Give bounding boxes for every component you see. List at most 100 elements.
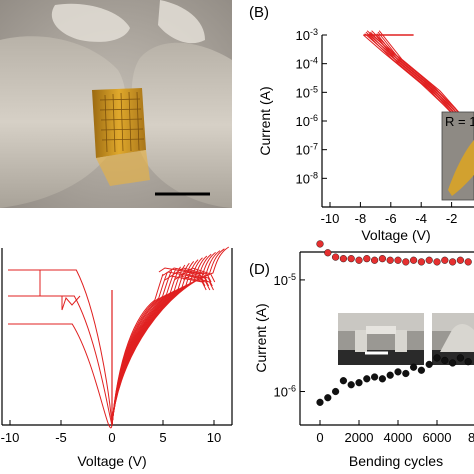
- panel-d-x-label: Bending cycles: [349, 453, 443, 469]
- left-glove: [0, 36, 126, 208]
- panel-c-curve: [164, 275, 207, 291]
- panel-b-y-tick-label: 10-8: [296, 170, 318, 186]
- panel-b-inset: R = 1: [441, 111, 474, 201]
- panel-d-point-black: [394, 368, 402, 376]
- panel-d-point-red: [386, 256, 394, 264]
- panel-c-curve: [170, 271, 210, 287]
- panel-c-curve: [111, 273, 164, 426]
- panel-c-curve: [111, 268, 177, 426]
- panel-d-x-tick-label: 4000: [384, 430, 413, 445]
- panel-d-point-red: [378, 255, 387, 263]
- panel-d-point-black: [386, 371, 394, 379]
- panel-d-point-black: [347, 381, 355, 389]
- panel-c-curve: [111, 272, 168, 426]
- panel-c-curve: [161, 271, 206, 287]
- panel-c-curve: [186, 267, 216, 283]
- panel-d-point-black: [363, 375, 371, 383]
- panel-c-x-tick-label: 0: [108, 430, 115, 445]
- panel-d-point-black: [449, 359, 457, 367]
- panel-d-point-black: [339, 377, 348, 385]
- panel-c-curve: [111, 264, 186, 426]
- panel-d-point-red: [417, 258, 426, 266]
- panel-c-curve: [111, 255, 208, 426]
- panel-d-point-black: [456, 354, 465, 362]
- panel-c-curve: [8, 323, 113, 429]
- panel-d-point-red: [355, 256, 363, 264]
- panel-d-label: (D): [249, 261, 270, 278]
- panel-d-y-ticks: 10-6 10-5: [274, 272, 305, 400]
- panel-d-point-red: [363, 255, 371, 263]
- panel-b-inset-text: R = 1: [445, 114, 474, 129]
- panel-b-curve: [378, 30, 474, 141]
- panel-d-x-tick-label: 0: [316, 430, 323, 445]
- panel-d-inset-photos: [338, 313, 474, 365]
- panel-d-x-tick-label: 6000: [423, 430, 452, 445]
- panel-b-curve: [377, 31, 474, 147]
- panel-d-point-red: [332, 253, 340, 261]
- panel-d-point-black: [425, 360, 433, 368]
- panel-b-y-label: Current (A): [257, 86, 273, 155]
- panel-d-y-tick-label: 10-6: [274, 384, 296, 400]
- panel-b-x-tick-label: -2: [446, 211, 458, 226]
- panel-d-point-red: [324, 249, 332, 257]
- panel-d-point-black: [355, 379, 363, 387]
- panel-b-x-tick-label: -6: [385, 211, 397, 226]
- panel-c-curve: [173, 275, 211, 291]
- panel-c-curve: [111, 262, 190, 426]
- panel-c-curve: [180, 271, 213, 287]
- right-glove: [131, 42, 232, 208]
- panel-c-curve: [111, 257, 203, 426]
- panel-b-curves: [363, 30, 474, 160]
- panel-b-curve: [375, 34, 474, 159]
- panel-b-y-tick-label: 10-4: [296, 56, 318, 72]
- panel-d-point-red: [449, 258, 457, 266]
- panel-d-point-black: [464, 358, 472, 366]
- panel-d-x-tick-label: 2000: [345, 430, 374, 445]
- panel-d-x-tick-label: 80: [468, 430, 474, 445]
- panel-c-x-ticks: -10 -5 0 5 10: [1, 420, 221, 445]
- device-grid: [99, 91, 145, 153]
- panel-d-point-black: [316, 398, 324, 406]
- panel-c-curve: [8, 269, 113, 426]
- panel-d-point-red: [433, 258, 441, 266]
- panel-d-point-red: [371, 256, 379, 264]
- panel-c-curve: [111, 270, 173, 426]
- panel-c-x-tick-label: -10: [1, 430, 20, 445]
- panel-d-point-black: [433, 354, 441, 362]
- panel-d-point-red: [456, 256, 465, 264]
- panel-d-point-red: [410, 256, 418, 264]
- panel-d-point-red: [425, 256, 433, 264]
- panel-b-x-label: Voltage (V): [361, 227, 430, 243]
- panel-c-x-tick-label: 5: [159, 430, 166, 445]
- panel-c-curve: [111, 261, 195, 426]
- panel-b-y-tick-label: 10-6: [296, 113, 318, 129]
- panel-d-point-black: [410, 363, 418, 371]
- panel-b: (B) 10-8 10-7 10-6 10-5 10-4 10-3 -10 -8 -6 -4 -2…: [249, 4, 474, 243]
- panel-c-x-tick-label: -5: [55, 430, 67, 445]
- panel-c-x-label: Voltage (V): [77, 453, 146, 469]
- panel-d-y-tick-label: 10-5: [274, 272, 296, 288]
- panel-d-point-red: [339, 255, 348, 263]
- panel-d-points: [316, 240, 472, 406]
- panel-b-x-tick-label: -8: [355, 211, 367, 226]
- panel-c-curve: [111, 259, 199, 426]
- panel-d: (D) 10-6 10-5 0 2000 4000 6000 80 Current (A)…: [249, 240, 474, 469]
- panel-c-curves: [8, 246, 230, 429]
- panel-d-point-red: [464, 258, 472, 266]
- panel-b-x-tick-label: -4: [415, 211, 427, 226]
- panel-d-y-label: Current (A): [253, 303, 269, 372]
- panel-c-curve: [111, 266, 181, 426]
- panel-b-curve: [376, 33, 474, 153]
- panel-d-point-black: [324, 394, 332, 402]
- panel-d-point-red: [347, 255, 355, 263]
- panel-b-x-ticks: -10-8-6-4-2024: [321, 202, 458, 226]
- panel-d-point-red: [402, 258, 410, 266]
- panel-c-curve: [183, 275, 214, 291]
- panel-d-point-red: [394, 256, 402, 264]
- panel-d-point-black: [441, 356, 449, 365]
- panel-d-point-black: [378, 375, 387, 383]
- panel-c-curve: [39, 270, 81, 311]
- panel-d-point-black: [332, 387, 340, 396]
- panel-d-x-ticks: 0 2000 4000 6000 80: [316, 420, 474, 445]
